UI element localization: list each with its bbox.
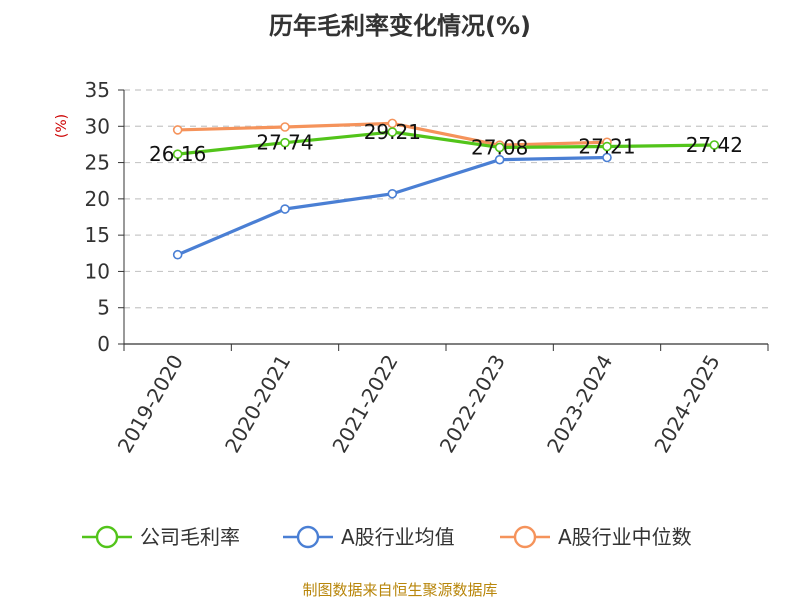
chart-title: 历年毛利率变化情况(%) — [269, 12, 531, 40]
x-tick-label: 2021-2022 — [327, 351, 402, 457]
y-axis-label: (%) — [54, 114, 70, 138]
source-note: 制图数据来自恒生聚源数据库 — [302, 581, 497, 599]
data-label: 27.42 — [686, 133, 743, 157]
x-tick-label: 2020-2021 — [220, 351, 295, 457]
axes: 0 5 10 15 20 25 30 35 2019-2020 2020-2021 2021-202… — [85, 78, 769, 457]
data-label: 27.74 — [256, 131, 313, 155]
data-label: 27.21 — [578, 135, 635, 159]
y-tick-label: 10 — [85, 259, 110, 283]
data-point — [387, 127, 398, 137]
data-point — [709, 140, 720, 150]
y-tick-label: 35 — [85, 78, 110, 102]
legend-swatch-circle — [95, 525, 119, 549]
series-company-margin — [172, 127, 720, 159]
y-tick-label: 30 — [85, 114, 110, 138]
legend-item[interactable]: A股行业均值 — [283, 525, 455, 549]
x-tick-label: 2023-2024 — [542, 351, 617, 457]
data-point — [494, 154, 505, 165]
legend-item[interactable]: 公司毛利率 — [82, 525, 240, 549]
series-line — [177, 155, 608, 257]
data-point — [280, 122, 290, 132]
series-layer — [172, 118, 720, 260]
legend-label: 公司毛利率 — [140, 525, 240, 549]
data-point — [280, 204, 290, 214]
data-point — [172, 249, 183, 260]
data-point — [172, 149, 183, 159]
series-industry-mean — [172, 152, 612, 260]
grid-layer — [124, 89, 768, 309]
x-tick-label: 2022-2023 — [435, 351, 510, 457]
legend-label: A股行业均值 — [341, 525, 455, 549]
data-point — [602, 141, 612, 152]
legend-swatch-circle — [296, 525, 320, 549]
x-tick-label: 2024-2025 — [649, 351, 724, 457]
legend-label: A股行业中位数 — [558, 525, 692, 549]
x-tick-label: 2019-2020 — [113, 351, 188, 457]
data-point — [387, 188, 398, 199]
y-tick-label: 15 — [85, 223, 110, 247]
y-tick-label: 5 — [97, 296, 110, 320]
data-point — [602, 152, 612, 163]
data-point — [494, 142, 505, 153]
series-line — [177, 130, 715, 156]
legend-item[interactable]: A股行业中位数 — [500, 525, 692, 549]
data-point — [280, 137, 290, 148]
y-tick-label: 20 — [85, 187, 110, 211]
y-tick-label: 25 — [85, 151, 110, 175]
y-tick-label: 0 — [97, 332, 110, 356]
legend: 公司毛利率 A股行业均值 A股行业中位数 — [82, 525, 692, 549]
data-label: 26.16 — [149, 142, 206, 166]
data-label: 27.08 — [471, 135, 528, 159]
data-label: 29.21 — [364, 120, 421, 144]
legend-swatch-circle — [513, 525, 537, 549]
data-labels: 26.16 27.74 29.21 27.08 27.21 27.42 — [149, 120, 743, 166]
data-point — [172, 125, 183, 135]
